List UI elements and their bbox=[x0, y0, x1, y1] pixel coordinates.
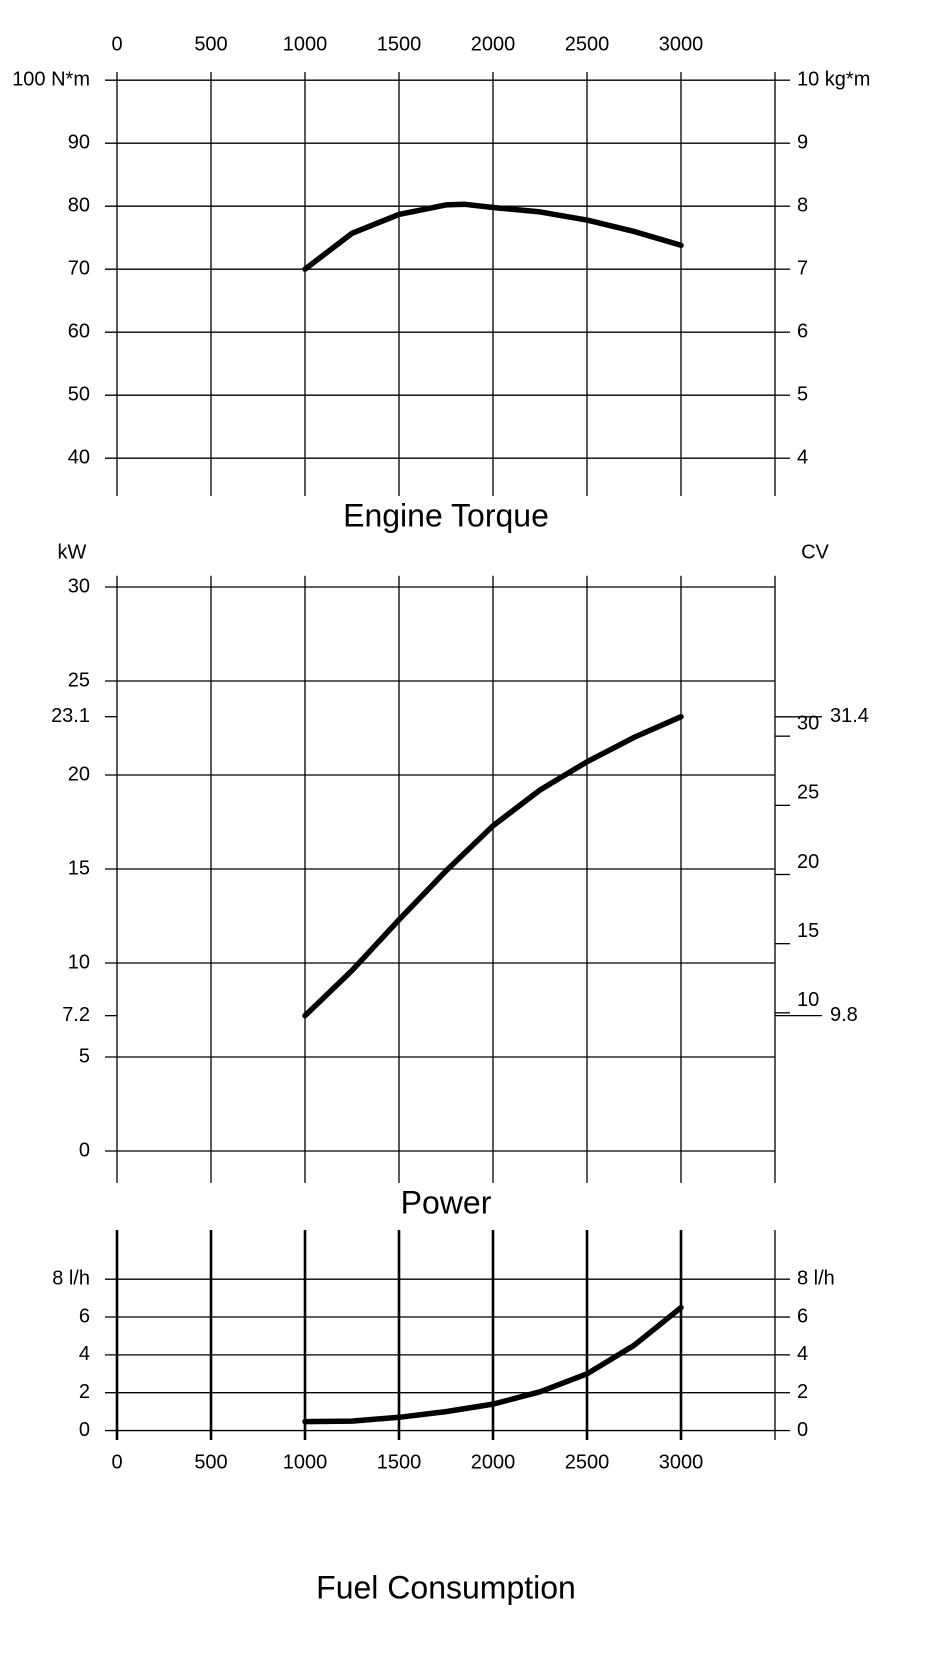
y-tick-label: 90 bbox=[68, 131, 90, 153]
x-tick-label: 0 bbox=[111, 33, 122, 55]
x-tick-label: 1000 bbox=[283, 33, 328, 55]
x-tick-label: 2000 bbox=[471, 33, 516, 55]
x-tick-label: 1000 bbox=[283, 1451, 328, 1473]
y-mark-label: 23.1 bbox=[51, 705, 90, 727]
y2-tick-label: 9 bbox=[797, 131, 808, 153]
y2-tick-label: 5 bbox=[797, 383, 808, 405]
y2-tick-label: 10 kg*m bbox=[797, 68, 870, 90]
y-tick-label: 10 bbox=[68, 951, 90, 973]
x-tick-label: 500 bbox=[194, 1451, 227, 1473]
y2-tick-label: 2 bbox=[797, 1381, 808, 1403]
chart-title: Power bbox=[401, 1184, 492, 1220]
y-mark-label: 7.2 bbox=[62, 1004, 90, 1026]
y2-tick-label: 15 bbox=[797, 920, 819, 942]
y-tick-label: 2 bbox=[79, 1381, 90, 1403]
x-tick-label: 500 bbox=[194, 33, 227, 55]
y-tick-label: 5 bbox=[79, 1045, 90, 1067]
y-tick-label: 6 bbox=[79, 1305, 90, 1327]
x-tick-label: 2500 bbox=[565, 1451, 610, 1473]
y2-tick-label: 8 l/h bbox=[797, 1267, 835, 1289]
data-line bbox=[302, 201, 684, 272]
y2-tick-label: 0 bbox=[797, 1419, 808, 1441]
y-tick-label: 30 bbox=[68, 575, 90, 597]
y2-mark-label: 9.8 bbox=[830, 1004, 858, 1026]
chart-title: Engine Torque bbox=[343, 497, 549, 533]
y-tick-label: 50 bbox=[68, 383, 90, 405]
y-tick-label: 100 N*m bbox=[12, 68, 90, 90]
y-tick-label: 0 bbox=[79, 1419, 90, 1441]
x-tick-label: 1500 bbox=[377, 1451, 422, 1473]
y-axis-label: kW bbox=[58, 541, 87, 563]
y2-axis-label: CV bbox=[801, 541, 829, 563]
y-tick-label: 60 bbox=[68, 320, 90, 342]
y2-tick-label: 6 bbox=[797, 320, 808, 342]
y-tick-label: 4 bbox=[79, 1343, 90, 1365]
y2-mark-label: 31.4 bbox=[830, 705, 869, 727]
y2-tick-label: 7 bbox=[797, 257, 808, 279]
y-tick-label: 20 bbox=[68, 763, 90, 785]
y2-tick-label: 25 bbox=[797, 782, 819, 804]
y-tick-label: 25 bbox=[68, 669, 90, 691]
y-tick-label: 15 bbox=[68, 857, 90, 879]
x-tick-label: 3000 bbox=[659, 33, 704, 55]
x-tick-label: 2500 bbox=[565, 33, 610, 55]
y-tick-label: 70 bbox=[68, 257, 90, 279]
data-line bbox=[302, 1304, 684, 1425]
y2-tick-label: 20 bbox=[797, 851, 819, 873]
y-tick-label: 0 bbox=[79, 1139, 90, 1161]
data-line bbox=[302, 713, 684, 1019]
chart-title: Fuel Consumption bbox=[316, 1569, 576, 1605]
x-tick-label: 0 bbox=[111, 1451, 122, 1473]
y2-tick-label: 4 bbox=[797, 446, 808, 468]
y-tick-label: 8 l/h bbox=[52, 1267, 90, 1289]
y2-tick-label: 4 bbox=[797, 1343, 808, 1365]
x-tick-label: 3000 bbox=[659, 1451, 704, 1473]
y2-tick-label: 30 bbox=[797, 712, 819, 734]
x-tick-label: 1500 bbox=[377, 33, 422, 55]
x-tick-label: 2000 bbox=[471, 1451, 516, 1473]
y2-tick-label: 8 bbox=[797, 194, 808, 216]
y-tick-label: 80 bbox=[68, 194, 90, 216]
y-tick-label: 40 bbox=[68, 446, 90, 468]
y2-tick-label: 10 bbox=[797, 989, 819, 1011]
y2-tick-label: 6 bbox=[797, 1305, 808, 1327]
